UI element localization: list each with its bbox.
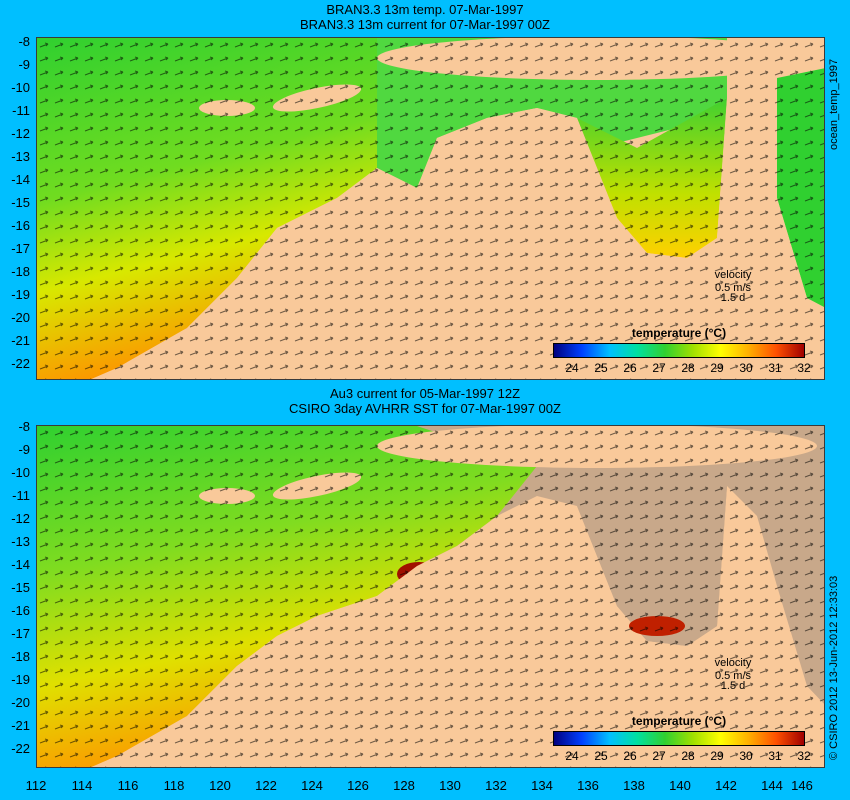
top-velocity-label: velocity: [714, 269, 752, 281]
top-map-panel: velocity 0.5 m/s 1.5 d temperature (°C) …: [36, 37, 825, 380]
top-title-line2: BRAN3.3 13m current for 07-Mar-1997 00Z: [300, 17, 550, 32]
top-velocity-speed: 0.5 m/s: [714, 282, 752, 294]
top-colorbar: [553, 343, 805, 358]
bottom-velocity-label: velocity: [714, 657, 752, 669]
side-label-top: ocean_temp_1997: [828, 58, 840, 150]
bottom-title-line2: CSIRO 3day AVHRR SST for 07-Mar-1997 00Z: [289, 401, 561, 416]
bottom-title-line1: Au3 current for 05-Mar-1997 12Z: [329, 386, 521, 401]
bottom-velocity-speed: 0.5 m/s: [714, 670, 752, 682]
bottom-colorbar-title: temperature (°C): [631, 714, 727, 728]
top-velocity-time: 1.5 d: [720, 292, 746, 304]
top-title-line1: BRAN3.3 13m temp. 07-Mar-1997: [326, 2, 524, 17]
bottom-velocity-time: 1.5 d: [720, 680, 746, 692]
bottom-map-panel: velocity 0.5 m/s 1.5 d temperature (°C) …: [36, 425, 825, 768]
top-colorbar-title: temperature (°C): [631, 326, 727, 340]
bottom-map: [37, 426, 824, 767]
bottom-colorbar: [553, 731, 805, 746]
side-label-bottom: © CSIRO 2012 13-Jun-2012 12:33:03: [828, 575, 840, 760]
top-map: [37, 38, 824, 379]
